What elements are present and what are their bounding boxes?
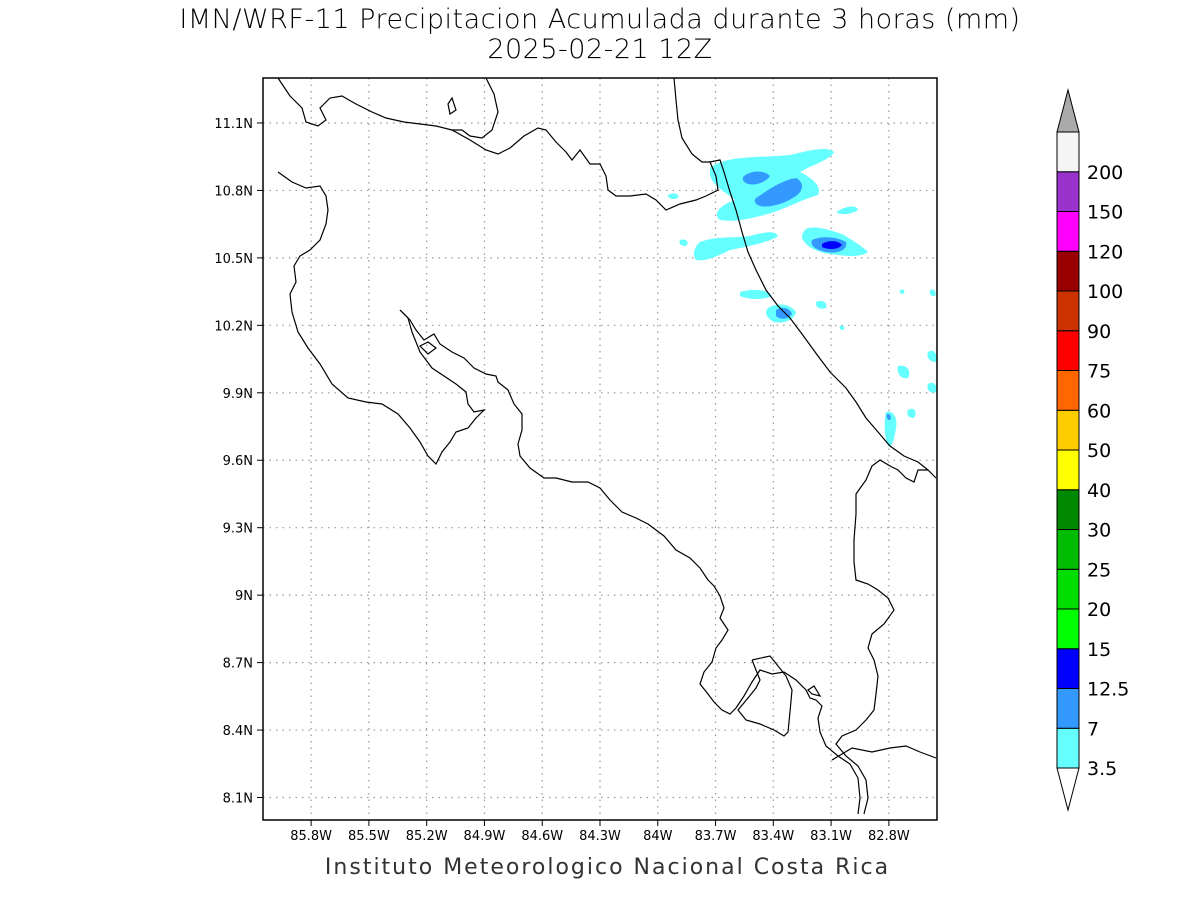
axis-ticks: 85.8W 85.5W 85.2W 84.9W 84.6W 84.3W 84W 83.7W 83… xyxy=(214,117,910,844)
colorbar-swatch xyxy=(1056,688,1080,729)
colorbar-swatch xyxy=(1056,529,1080,570)
precip-cell xyxy=(668,193,679,199)
precip-cell xyxy=(927,350,937,362)
precip-cell xyxy=(836,206,858,215)
precip-cell xyxy=(886,413,891,420)
colorbar-label: 200 xyxy=(1087,162,1123,184)
colorbar-label: 40 xyxy=(1087,480,1111,502)
colorbar-swatch xyxy=(1056,211,1080,252)
colorbar-label: 120 xyxy=(1087,241,1123,263)
colorbar-swatch xyxy=(1056,608,1080,650)
colorbar-swatch xyxy=(1056,250,1080,292)
lat-tick-label: 10.2N xyxy=(214,319,253,334)
lon-tick-label: 83.7W xyxy=(695,829,737,844)
lat-tick-label: 9.9N xyxy=(223,387,253,402)
precip-cell xyxy=(907,408,916,418)
colorbar-arrow-top xyxy=(1056,88,1080,133)
precip-cell xyxy=(929,289,936,297)
lat-tick-label: 10.5N xyxy=(214,252,253,267)
colorbar-label: 20 xyxy=(1087,599,1111,621)
colorbar-label: 12.5 xyxy=(1087,679,1129,701)
colorbar-label: 75 xyxy=(1087,361,1111,383)
precip-cell xyxy=(839,325,845,330)
colorbar-swatch xyxy=(1056,648,1080,689)
colorbar-label: 7 xyxy=(1087,718,1099,740)
lon-tick-label: 83.4W xyxy=(752,829,794,844)
colorbar-label: 15 xyxy=(1087,639,1111,661)
lat-tick-label: 9.6N xyxy=(223,454,253,469)
lat-tick-label: 8.1N xyxy=(223,792,253,807)
colorbar-label: 60 xyxy=(1087,400,1111,422)
lat-tick-label: 8.4N xyxy=(223,724,253,739)
precip-cell xyxy=(679,239,688,246)
footer-credit: Instituto Meteorologico Nacional Costa R… xyxy=(324,855,891,880)
precip-cell xyxy=(927,382,937,393)
colorbar-label: 25 xyxy=(1087,559,1111,581)
lon-tick-label: 84W xyxy=(643,829,673,844)
lon-tick-label: 83.1W xyxy=(810,829,852,844)
lat-tick-label: 9.3N xyxy=(223,522,253,537)
precip-cell xyxy=(815,300,827,309)
colorbar-label: 30 xyxy=(1087,520,1111,542)
colorbar-swatch xyxy=(1056,409,1080,451)
colorbar-label: 50 xyxy=(1087,440,1111,462)
precip-cell xyxy=(693,232,778,261)
precip-cell xyxy=(899,289,905,294)
precip-cell xyxy=(884,411,897,447)
lat-tick-label: 11.1N xyxy=(214,117,253,132)
colorbar-label: 100 xyxy=(1087,281,1123,303)
lon-tick-label: 82.8W xyxy=(868,829,910,844)
precip-cell xyxy=(740,289,772,299)
lat-tick-label: 10.8N xyxy=(214,184,253,199)
lon-tick-label: 85.5W xyxy=(348,829,390,844)
lat-tick-label: 9N xyxy=(235,589,253,604)
map-subtitle-datetime: 2025-02-21 12Z xyxy=(487,34,713,65)
grid-lines xyxy=(263,78,937,820)
colorbar-legend: 3.5 7 12.5 15 20 25 30 40 50 60 75 90 100 120 150 200 xyxy=(1056,88,1129,812)
precipitation-field xyxy=(668,148,937,447)
lon-tick-label: 84.6W xyxy=(521,829,563,844)
colorbar-swatch xyxy=(1056,568,1080,610)
colorbar-swatch xyxy=(1056,727,1080,769)
precip-cell xyxy=(897,365,910,379)
lon-tick-label: 85.2W xyxy=(406,829,448,844)
colorbar-swatch xyxy=(1056,290,1080,332)
colorbar-label: 3.5 xyxy=(1087,758,1117,780)
colorbar-swatch xyxy=(1056,370,1080,411)
colorbar-swatch xyxy=(1056,171,1080,212)
precip-cell xyxy=(742,171,770,185)
lon-tick-label: 84.9W xyxy=(464,829,506,844)
colorbar-swatch xyxy=(1056,489,1080,530)
colorbar-label: 150 xyxy=(1087,202,1123,224)
colorbar-swatch xyxy=(1056,449,1080,491)
colorbar-swatch xyxy=(1056,131,1080,173)
precip-cell xyxy=(710,148,834,221)
precip-cell xyxy=(822,241,842,250)
lat-tick-label: 8.7N xyxy=(223,657,253,672)
lon-tick-label: 85.8W xyxy=(290,829,332,844)
colorbar-label: 90 xyxy=(1087,321,1111,343)
colorbar-swatch xyxy=(1056,330,1080,371)
coastline xyxy=(277,77,937,815)
colorbar-arrow-bottom xyxy=(1056,767,1080,812)
lon-tick-label: 84.3W xyxy=(579,829,621,844)
map-title: IMN/WRF-11 Precipitacion Acumulada duran… xyxy=(179,4,1021,35)
precip-cell xyxy=(754,178,802,207)
